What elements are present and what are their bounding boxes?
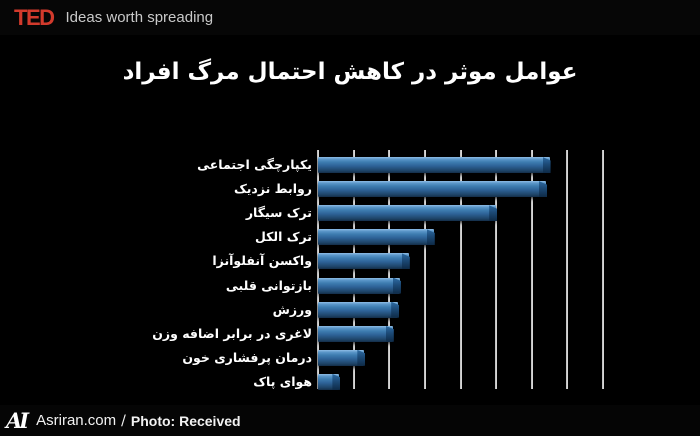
bar [318, 349, 365, 366]
bar-label: ترک الکل [254, 229, 312, 245]
bar [318, 181, 546, 198]
gridline [388, 150, 391, 389]
bar [318, 373, 340, 390]
bar-label: درمان پرفشاری خون [182, 349, 312, 365]
slide-area: عوامل موثر در کاهش احتمال مرگ افراد یکپا… [0, 35, 700, 405]
bar-label: روابط نزدیک [233, 181, 312, 197]
bar [318, 253, 409, 270]
gridline [459, 150, 462, 389]
bar [318, 277, 400, 294]
gridline [495, 150, 498, 389]
bar [318, 205, 497, 222]
bar-label: بازتوانی قلبی [225, 277, 312, 293]
gridline [352, 150, 355, 389]
chart-title: عوامل موثر در کاهش احتمال مرگ افراد [122, 59, 578, 85]
gridline [530, 150, 533, 389]
bar-label: هوای پاک [253, 373, 312, 389]
ted-tagline: Ideas worth spreading [65, 9, 214, 26]
bar-chart-plot-area [317, 150, 604, 390]
bar-label: واکسن آنفلوآنزا [212, 253, 312, 269]
bar [318, 325, 393, 342]
asriran-logo: AI [6, 408, 29, 433]
ted-logo: TED [14, 4, 55, 30]
bar-label: یکپارچگی اجتماعی [197, 157, 312, 172]
gridline [566, 150, 569, 389]
bar [318, 301, 399, 318]
footer-credit-bar: AI Asriran.com / Photo: Received [0, 405, 700, 436]
footer-separator: / [121, 412, 126, 429]
footer-photo-credit: Photo: Received [130, 412, 241, 429]
bar-label: ورزش [272, 301, 312, 317]
gridline [423, 150, 426, 389]
bar [318, 157, 550, 173]
gridline [317, 150, 319, 389]
gridline [602, 150, 604, 389]
bar [318, 229, 434, 246]
ted-header-bar: TED Ideas worth spreading [0, 0, 700, 35]
bar-label: ترک سیگار [245, 205, 312, 221]
footer-site-name: Asriran.com [36, 412, 117, 429]
bar-label: لاغری در برابر اضافه وزن [152, 325, 312, 341]
